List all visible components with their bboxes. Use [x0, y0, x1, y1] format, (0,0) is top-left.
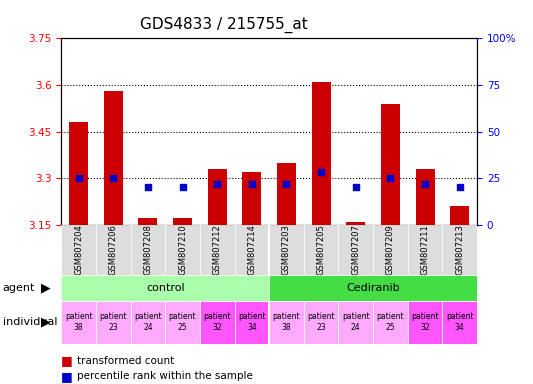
Bar — [139, 218, 157, 225]
FancyBboxPatch shape — [269, 301, 304, 344]
Bar — [346, 222, 365, 225]
FancyBboxPatch shape — [408, 301, 442, 344]
Text: patient
24: patient 24 — [134, 313, 161, 332]
Text: GSM807204: GSM807204 — [74, 224, 83, 275]
Text: transformed count: transformed count — [77, 356, 174, 366]
Text: individual: individual — [3, 317, 57, 327]
FancyBboxPatch shape — [269, 275, 477, 301]
FancyBboxPatch shape — [304, 225, 338, 275]
FancyBboxPatch shape — [96, 225, 131, 275]
Text: GSM807207: GSM807207 — [351, 224, 360, 275]
Bar — [173, 218, 192, 225]
Text: ■: ■ — [61, 354, 73, 367]
Bar — [208, 169, 227, 225]
FancyBboxPatch shape — [304, 301, 338, 344]
Text: patient
25: patient 25 — [169, 313, 196, 332]
FancyBboxPatch shape — [165, 225, 200, 275]
Bar — [381, 104, 400, 225]
Text: GDS4833 / 215755_at: GDS4833 / 215755_at — [140, 17, 308, 33]
FancyBboxPatch shape — [373, 225, 408, 275]
FancyBboxPatch shape — [165, 301, 200, 344]
Bar — [277, 162, 296, 225]
FancyBboxPatch shape — [61, 301, 96, 344]
FancyBboxPatch shape — [442, 225, 477, 275]
Text: patient
23: patient 23 — [100, 313, 127, 332]
Bar — [312, 82, 330, 225]
Text: GSM807206: GSM807206 — [109, 224, 118, 275]
FancyBboxPatch shape — [338, 225, 373, 275]
Text: control: control — [146, 283, 184, 293]
Text: GSM807203: GSM807203 — [282, 224, 291, 275]
Text: ▶: ▶ — [41, 282, 50, 295]
FancyBboxPatch shape — [442, 301, 477, 344]
Text: GSM807209: GSM807209 — [386, 224, 395, 275]
FancyBboxPatch shape — [200, 225, 235, 275]
FancyBboxPatch shape — [131, 301, 165, 344]
Text: GSM807212: GSM807212 — [213, 224, 222, 275]
Text: patient
38: patient 38 — [65, 313, 92, 332]
Text: ■: ■ — [61, 370, 73, 383]
Text: GSM807205: GSM807205 — [317, 224, 326, 275]
Bar — [450, 206, 469, 225]
FancyBboxPatch shape — [131, 225, 165, 275]
Text: patient
34: patient 34 — [238, 313, 265, 332]
Text: patient
32: patient 32 — [411, 313, 439, 332]
Text: agent: agent — [3, 283, 35, 293]
FancyBboxPatch shape — [200, 301, 235, 344]
Text: GSM807208: GSM807208 — [143, 224, 152, 275]
Text: patient
24: patient 24 — [342, 313, 369, 332]
Bar — [104, 91, 123, 225]
Text: GSM807213: GSM807213 — [455, 224, 464, 275]
FancyBboxPatch shape — [235, 301, 269, 344]
Text: GSM807210: GSM807210 — [178, 224, 187, 275]
Bar — [243, 172, 261, 225]
Text: percentile rank within the sample: percentile rank within the sample — [77, 371, 253, 381]
Text: Cediranib: Cediranib — [346, 283, 400, 293]
Text: ▶: ▶ — [41, 316, 50, 329]
Bar — [69, 122, 88, 225]
FancyBboxPatch shape — [338, 301, 373, 344]
Text: patient
32: patient 32 — [204, 313, 231, 332]
Text: GSM807214: GSM807214 — [247, 224, 256, 275]
Text: patient
38: patient 38 — [273, 313, 300, 332]
Text: patient
34: patient 34 — [446, 313, 473, 332]
FancyBboxPatch shape — [373, 301, 408, 344]
FancyBboxPatch shape — [269, 225, 304, 275]
FancyBboxPatch shape — [61, 275, 269, 301]
FancyBboxPatch shape — [235, 225, 269, 275]
FancyBboxPatch shape — [96, 301, 131, 344]
Text: GSM807211: GSM807211 — [421, 224, 430, 275]
Text: patient
23: patient 23 — [308, 313, 335, 332]
FancyBboxPatch shape — [61, 225, 96, 275]
Bar — [416, 169, 434, 225]
Text: patient
25: patient 25 — [377, 313, 404, 332]
FancyBboxPatch shape — [408, 225, 442, 275]
